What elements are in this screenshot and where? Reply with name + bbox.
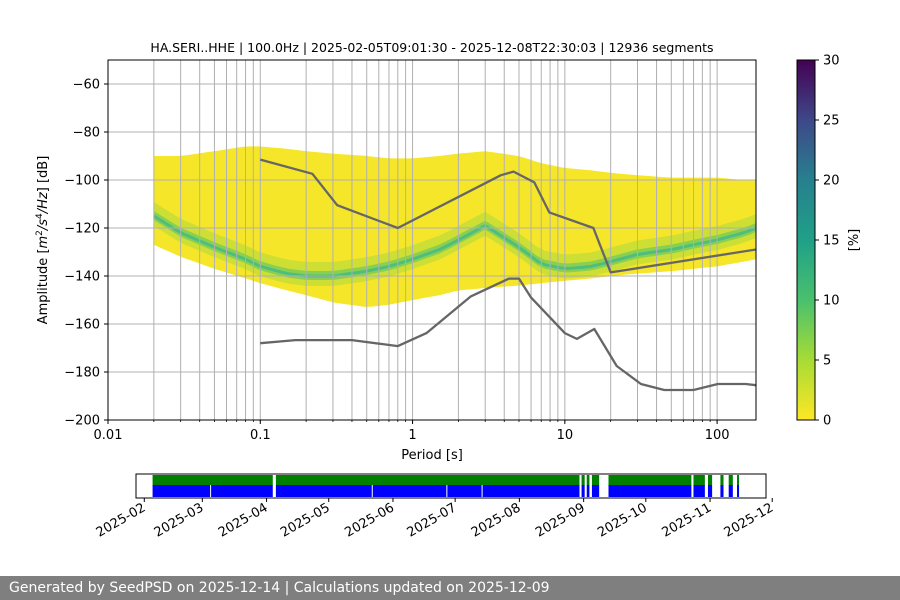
colorbar-tick-label: 10 xyxy=(823,294,840,309)
series-nhnm xyxy=(259,158,756,274)
availability-timeline: 2025-02 2025-03 2025-04 2025-05 2025-06 2025-… xyxy=(94,473,776,541)
colorbar-tick-label: 25 xyxy=(823,114,840,129)
timeline-tick-label: 2025-10 xyxy=(595,500,650,540)
plot-area: 0.01 0.1 1 10 100 −200 −180 −160 −140 −120 −100 −8… xyxy=(64,59,757,443)
colorbar-tick-label: 20 xyxy=(823,174,840,189)
y-axis-label-suffix: ] [dB] xyxy=(36,156,51,193)
y-axis-label-exp2: 2 xyxy=(35,230,45,236)
availability-bar xyxy=(152,475,273,485)
processed-bar xyxy=(275,485,580,497)
heatmap-layer xyxy=(153,146,756,307)
processed-bar xyxy=(707,485,713,497)
footer-bar: Generated by SeedPSD on 2025-12-14 | Cal… xyxy=(0,576,900,600)
availability-bar xyxy=(586,475,590,485)
x-tick-label: 10 xyxy=(557,428,574,443)
processed-bar xyxy=(736,485,740,497)
processed-bar xyxy=(586,485,590,497)
timeline-tick-label: 2025-03 xyxy=(152,500,207,540)
timeline-tick-label: 2025-08 xyxy=(469,500,524,540)
availability-bar xyxy=(608,475,692,485)
y-axis-label-s: /s xyxy=(36,219,51,231)
timeline-x-axis: 2025-02 2025-03 2025-04 2025-05 2025-06 2025-… xyxy=(94,498,776,541)
processed-bar xyxy=(608,485,692,497)
y-tick-label: −200 xyxy=(64,414,100,429)
availability-bar xyxy=(736,475,740,485)
y-axis-label: Amplitude [m2/s4/Hz] [dB] xyxy=(35,156,51,325)
colorbar-tick-label: 0 xyxy=(823,414,831,429)
colorbar-tick-label: 30 xyxy=(823,54,840,69)
timeline-bars xyxy=(152,475,740,497)
timeline-tick-label: 2025-07 xyxy=(405,500,460,540)
y-tick-label: −140 xyxy=(64,270,100,285)
x-tick-label: 1 xyxy=(408,428,416,443)
x-tick-label: 0.01 xyxy=(94,428,123,443)
series-layer xyxy=(259,158,756,392)
y-tick-label: −180 xyxy=(64,366,100,381)
y-tick-label: −100 xyxy=(64,174,100,189)
timeline-frame xyxy=(135,473,767,499)
processed-bar xyxy=(152,485,273,497)
availability-bar xyxy=(581,475,585,485)
y-axis-label-prefix: Amplitude [ xyxy=(36,248,51,324)
y-tick-label: −120 xyxy=(64,222,100,237)
processed-bar xyxy=(591,485,600,497)
colorbar: 0 5 10 15 20 25 30 [%] xyxy=(796,54,862,429)
density-envelope xyxy=(153,146,756,307)
timeline-tick-label: 2025-12 xyxy=(722,500,777,540)
processed-bar xyxy=(693,485,705,497)
y-axis: −200 −180 −160 −140 −120 −100 −80 −60 xyxy=(64,78,108,429)
x-axis-label: Period [s] xyxy=(401,448,463,463)
availability-bar xyxy=(720,475,724,485)
y-axis-label-m: m xyxy=(36,236,51,249)
timeline-tick-label: 2025-02 xyxy=(94,500,149,540)
timeline-tick-label: 2025-04 xyxy=(216,500,271,540)
x-tick-label: 0.1 xyxy=(250,428,271,443)
series-nlnm xyxy=(260,277,756,392)
y-tick-label: −160 xyxy=(64,318,100,333)
colorbar-label: [%] xyxy=(847,229,862,252)
processed-bar xyxy=(720,485,724,497)
plot-frame xyxy=(107,59,757,421)
colorbar-gradient xyxy=(796,59,816,421)
processed-bar xyxy=(728,485,733,497)
y-tick-label: −60 xyxy=(73,78,100,93)
availability-bar xyxy=(275,475,580,485)
chart-title: HA.SERI..HHE | 100.0Hz | 2025-02-05T09:0… xyxy=(150,40,713,55)
x-tick-label: 100 xyxy=(705,428,730,443)
colorbar-tick-label: 5 xyxy=(823,354,831,369)
processed-bar xyxy=(581,485,585,497)
density-mode-line xyxy=(153,214,756,278)
y-tick-label: −80 xyxy=(73,126,100,141)
timeline-tick-label: 2025-11 xyxy=(659,500,714,540)
availability-bar xyxy=(728,475,733,485)
timeline-tick-label: 2025-09 xyxy=(533,500,588,540)
timeline-tick-label: 2025-06 xyxy=(342,500,397,540)
timeline-tick-label: 2025-05 xyxy=(278,500,333,540)
psd-figure: HA.SERI..HHE | 100.0Hz | 2025-02-05T09:0… xyxy=(35,40,862,541)
x-axis: 0.01 0.1 1 10 100 xyxy=(94,420,730,443)
footer-text: Generated by SeedPSD on 2025-12-14 | Cal… xyxy=(9,580,550,596)
availability-bar xyxy=(591,475,600,485)
y-axis-label-exp4: 4 xyxy=(35,213,45,219)
colorbar-tick-label: 15 xyxy=(823,234,840,249)
colorbar-ticks: 0 5 10 15 20 25 30 xyxy=(815,54,840,429)
availability-bar xyxy=(693,475,705,485)
y-axis-label-hz: /Hz xyxy=(36,191,51,214)
availability-bar xyxy=(707,475,713,485)
